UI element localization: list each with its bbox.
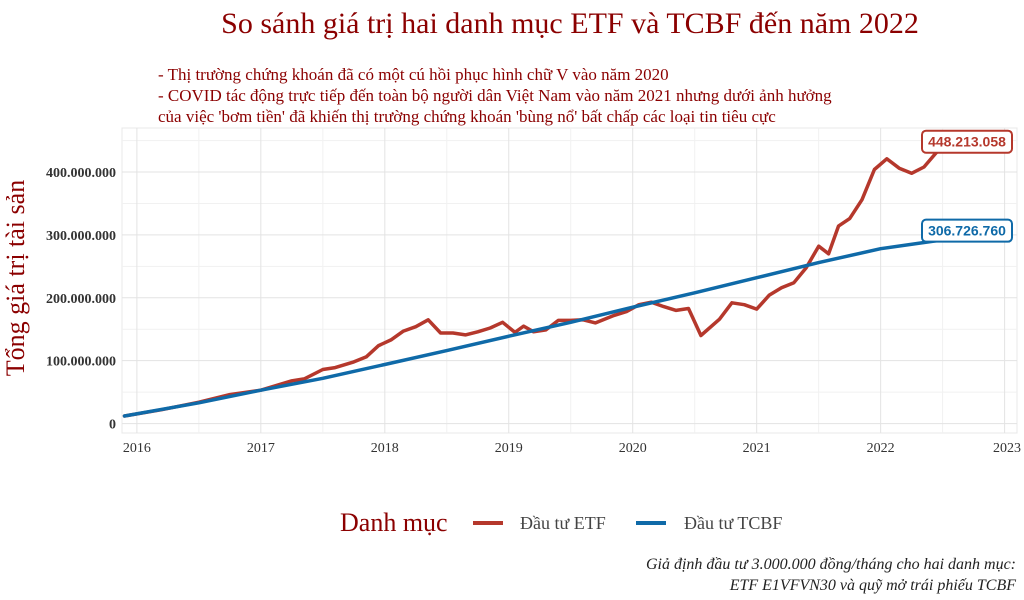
x-tick-label: 2022 bbox=[867, 441, 895, 456]
subtitle-line-1: - Thị trường chứng khoán đã có một cú hồ… bbox=[158, 65, 669, 84]
end-labels: 448.213.058 306.726.760 bbox=[921, 129, 1013, 243]
x-tick-label: 2023 bbox=[993, 441, 1021, 456]
end-label-box bbox=[921, 129, 1013, 154]
x-tick-label: 2016 bbox=[123, 441, 151, 456]
x-tick-label: 2018 bbox=[371, 441, 399, 456]
legend-label-tcbf: Đầu tư TCBF bbox=[684, 513, 782, 533]
x-tick-label: 2020 bbox=[619, 441, 647, 456]
y-tick-label: 300.000.000 bbox=[46, 229, 116, 244]
x-axis: 2016 2017 2018 2019 2020 2021 2022 2023 bbox=[123, 441, 1021, 456]
plot-panel bbox=[121, 127, 1018, 434]
x-tick-label: 2019 bbox=[495, 441, 523, 456]
x-tick-label: 2017 bbox=[247, 441, 275, 456]
y-axis: 0 100.000.000 200.000.000 300.000.000 400.00… bbox=[46, 166, 116, 433]
legend-label-etf: Đầu tư ETF bbox=[520, 513, 606, 533]
y-axis-title: Tổng giá trị tài sản bbox=[1, 180, 30, 376]
legend: Danh mục Đầu tư ETF Đầu tư TCBF bbox=[340, 508, 782, 537]
series-line-etf bbox=[122, 139, 1001, 418]
series-lines bbox=[122, 139, 1001, 418]
grid bbox=[122, 128, 1017, 433]
chart-title: So sánh giá trị hai danh mục ETF và TCBF… bbox=[221, 7, 919, 40]
y-tick-label: 100.000.000 bbox=[46, 355, 116, 370]
subtitle-line-3: của việc 'bơm tiền' đã khiến thị trường … bbox=[158, 107, 776, 126]
caption-line-1: Giả định đầu tư 3.000.000 đồng/tháng cho… bbox=[646, 556, 1016, 573]
legend-title: Danh mục bbox=[340, 508, 448, 537]
end-label-value: 448.213.058 bbox=[928, 134, 1006, 150]
y-tick-label: 200.000.000 bbox=[46, 292, 116, 307]
series-line-tcbf bbox=[122, 228, 1001, 418]
y-tick-label: 0 bbox=[109, 418, 116, 433]
end-label-box bbox=[921, 218, 1013, 243]
subtitle-line-2: - COVID tác động trực tiếp đến toàn bộ n… bbox=[158, 86, 832, 105]
y-tick-label: 400.000.000 bbox=[46, 166, 116, 181]
caption-line-2: ETF E1VFVN30 và quỹ mở trái phiếu TCBF bbox=[729, 577, 1017, 594]
x-tick-label: 2021 bbox=[743, 441, 771, 456]
end-label-value: 306.726.760 bbox=[928, 223, 1006, 239]
